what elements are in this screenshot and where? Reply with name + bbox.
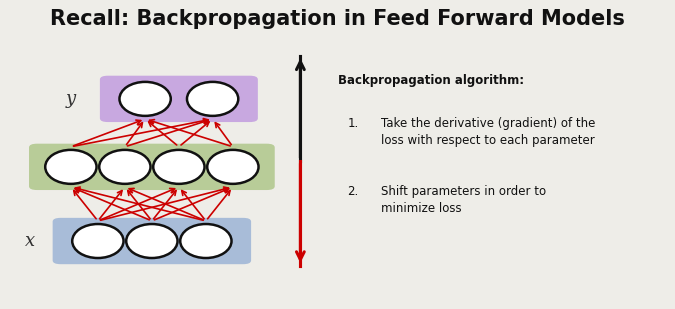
Ellipse shape [119, 82, 171, 116]
Ellipse shape [99, 150, 151, 184]
Text: Backpropagation algorithm:: Backpropagation algorithm: [338, 74, 524, 87]
Text: Take the derivative (gradient) of the
loss with respect to each parameter: Take the derivative (gradient) of the lo… [381, 117, 596, 147]
Ellipse shape [207, 150, 259, 184]
Ellipse shape [187, 82, 238, 116]
Ellipse shape [72, 224, 124, 258]
Text: Recall: Backpropagation in Feed Forward Models: Recall: Backpropagation in Feed Forward … [50, 9, 625, 29]
Ellipse shape [45, 150, 97, 184]
FancyBboxPatch shape [29, 144, 275, 190]
Ellipse shape [180, 224, 232, 258]
FancyBboxPatch shape [53, 218, 251, 264]
Text: x: x [25, 232, 35, 250]
Ellipse shape [153, 150, 205, 184]
Text: y: y [65, 90, 76, 108]
FancyBboxPatch shape [100, 76, 258, 122]
Text: 2.: 2. [348, 185, 359, 198]
Text: Shift parameters in order to
minimize loss: Shift parameters in order to minimize lo… [381, 185, 547, 215]
Text: 1.: 1. [348, 117, 359, 130]
Ellipse shape [126, 224, 178, 258]
